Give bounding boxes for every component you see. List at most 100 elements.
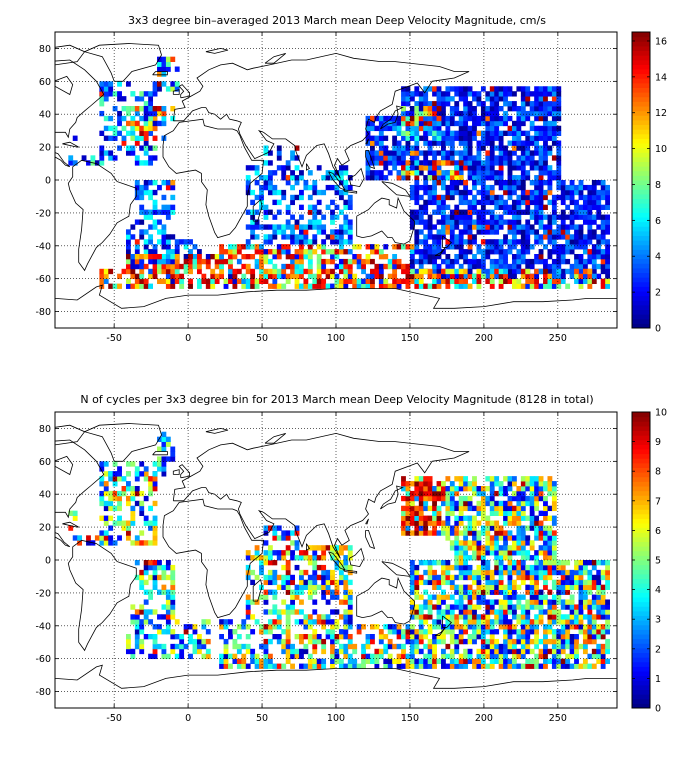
bin-cell xyxy=(525,135,531,141)
bin-cell xyxy=(494,643,500,650)
bin-cell xyxy=(525,219,531,225)
bin-cell xyxy=(121,268,127,275)
bin-cell xyxy=(463,125,469,132)
bin-cell xyxy=(600,599,606,605)
bin-cell xyxy=(485,500,491,507)
velocity-coastlines xyxy=(55,43,617,309)
coastline xyxy=(252,198,263,222)
bin-cell xyxy=(574,278,579,284)
bin-cell xyxy=(139,461,145,467)
bin-cell xyxy=(458,268,464,275)
bin-cell xyxy=(165,61,171,67)
bin-cell xyxy=(449,209,455,215)
bin-cell xyxy=(259,249,264,255)
bin-cell xyxy=(418,160,424,166)
bin-cell xyxy=(294,239,300,245)
bin-cell xyxy=(396,120,402,127)
bin-cell xyxy=(387,629,393,635)
bin-cell xyxy=(409,505,415,512)
bin-cell xyxy=(449,505,455,512)
bin-cell xyxy=(511,653,517,660)
bin-cell xyxy=(600,574,606,581)
bin-cell xyxy=(157,268,162,275)
bin-cell xyxy=(476,545,482,551)
bin-cell xyxy=(520,189,526,196)
bin-cell xyxy=(334,609,340,615)
bin-cell xyxy=(454,184,460,191)
bin-cell xyxy=(543,550,548,556)
bin-cell xyxy=(569,599,575,605)
bin-cell xyxy=(547,614,553,620)
bin-cell xyxy=(538,184,544,191)
bin-cell xyxy=(560,180,566,186)
bin-cell xyxy=(476,140,482,146)
bin-cell xyxy=(139,471,145,477)
bin-cell xyxy=(396,624,402,630)
bin-cell xyxy=(472,120,477,127)
bin-cell xyxy=(529,120,535,127)
bin-cell xyxy=(330,663,335,669)
bin-cell xyxy=(507,634,513,640)
bin-cell xyxy=(103,540,109,546)
bin-cell xyxy=(112,495,118,502)
bin-cell xyxy=(272,634,278,640)
bin-cell xyxy=(272,560,278,566)
bin-cell xyxy=(454,135,460,141)
bin-cell xyxy=(418,283,424,289)
bin-cell xyxy=(480,130,486,136)
bin-cell xyxy=(476,658,482,664)
bin-cell xyxy=(543,663,548,669)
bin-cell xyxy=(498,91,504,97)
bin-cell xyxy=(143,564,149,571)
bin-cell xyxy=(414,110,420,117)
bin-cell xyxy=(476,229,482,235)
bin-cell xyxy=(449,584,455,590)
bin-cell xyxy=(139,125,145,132)
bin-cell xyxy=(529,604,535,610)
bin-cell xyxy=(121,525,127,531)
bin-cell xyxy=(432,165,437,171)
bin-cell xyxy=(547,219,553,225)
bin-cell xyxy=(223,653,229,660)
bin-cell xyxy=(423,481,429,487)
bin-cell xyxy=(401,530,406,536)
colorbar-segment xyxy=(632,170,650,176)
bin-cell xyxy=(290,224,295,230)
bin-cell xyxy=(565,214,571,220)
bin-cell xyxy=(148,589,154,595)
bin-cell xyxy=(396,125,402,132)
bin-cell xyxy=(143,91,149,97)
bin-cell xyxy=(409,219,415,225)
bin-cell xyxy=(578,278,584,284)
bin-cell xyxy=(418,525,424,531)
bin-cell xyxy=(529,624,535,630)
bin-cell xyxy=(503,540,508,546)
bin-cell xyxy=(117,520,122,526)
bin-cell xyxy=(458,476,464,482)
bin-cell xyxy=(165,560,171,566)
bin-cell xyxy=(161,66,167,72)
colorbar-segment xyxy=(632,221,650,227)
bin-cell xyxy=(365,278,371,284)
bin-cell xyxy=(520,229,526,235)
bin-cell xyxy=(449,609,455,615)
bin-cell xyxy=(458,495,464,502)
bin-cell xyxy=(543,268,548,275)
bin-cell xyxy=(480,135,486,141)
bin-cell xyxy=(574,560,579,566)
bin-cell xyxy=(161,436,167,442)
bin-cell xyxy=(414,486,420,492)
bin-cell xyxy=(463,658,469,664)
bin-cell xyxy=(551,268,557,275)
bin-cell xyxy=(405,130,411,136)
bin-cell xyxy=(392,643,398,650)
bin-cell xyxy=(134,278,140,284)
bin-cell xyxy=(467,175,473,181)
bin-cell xyxy=(472,609,477,615)
bin-cell xyxy=(534,130,540,136)
bin-cell xyxy=(458,249,464,255)
bin-cell xyxy=(161,466,167,472)
bin-cell xyxy=(441,145,446,151)
bin-cell xyxy=(134,500,140,507)
bin-cell xyxy=(551,96,557,102)
